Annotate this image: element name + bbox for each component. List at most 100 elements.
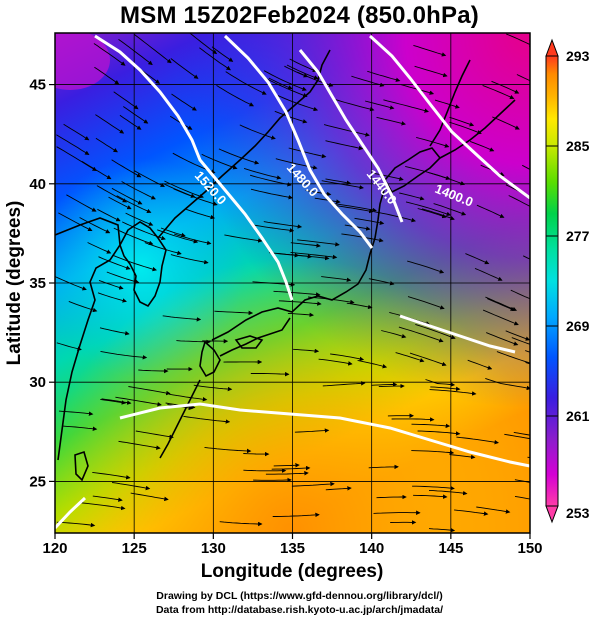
streamline	[297, 239, 340, 247]
contour-1480	[223, 34, 374, 249]
streamline	[95, 137, 118, 153]
streamline	[430, 386, 461, 392]
x-axis-ticks: 120 125 130 135 140 145 150	[42, 533, 543, 557]
streamline	[487, 298, 516, 311]
streamline	[323, 124, 370, 137]
streamline	[449, 116, 475, 127]
streamline	[414, 65, 448, 78]
temperature-field	[55, 33, 530, 533]
coast-korea	[119, 221, 167, 308]
streamline	[434, 99, 460, 109]
streamline	[201, 153, 238, 170]
height-contours	[55, 34, 530, 530]
streamline	[224, 234, 263, 243]
streamline	[277, 95, 319, 112]
streamline	[395, 352, 425, 363]
x-tick-label: 120	[42, 540, 67, 557]
streamline	[193, 384, 233, 392]
streamline	[160, 227, 186, 238]
streamline	[325, 178, 352, 185]
colorbar-tick-label: 277	[566, 228, 590, 244]
streamline	[413, 44, 447, 57]
contour-1520	[94, 34, 294, 301]
streamline	[251, 224, 295, 233]
chart-title: MSM 15Z02Feb2024 (850.0hPa)	[120, 2, 479, 29]
streamline	[407, 296, 445, 310]
streamline	[95, 114, 125, 134]
streamline	[273, 290, 321, 297]
x-tick-label: 140	[359, 540, 384, 557]
y-axis-label: Latitude (degrees)	[4, 201, 25, 366]
credit-data: Data from http://database.rish.kyoto-u.a…	[155, 604, 444, 616]
streamline	[321, 180, 364, 190]
coast-honshu	[211, 189, 385, 341]
streamline	[170, 254, 209, 265]
coast-ryukyu	[159, 379, 201, 459]
streamline	[183, 415, 231, 424]
streamline	[399, 192, 425, 201]
streamline	[286, 64, 319, 80]
streamline	[116, 195, 152, 213]
x-tick-label: 145	[438, 540, 463, 557]
streamline	[78, 502, 126, 511]
streamline	[482, 309, 519, 326]
wind-streamlines	[55, 33, 530, 533]
contour-1440	[298, 49, 404, 223]
streamline	[243, 451, 270, 457]
streamline	[364, 100, 395, 110]
streamline	[491, 80, 520, 94]
streamline	[354, 217, 385, 226]
streamline	[87, 242, 112, 254]
streamline	[92, 471, 131, 480]
streamline	[218, 148, 260, 165]
streamline	[293, 348, 320, 354]
coast-taiwan	[74, 450, 89, 482]
streamline	[449, 121, 482, 135]
streamline	[56, 146, 97, 171]
colorbar-body	[545, 55, 559, 507]
streamline	[100, 350, 148, 360]
streamline	[482, 84, 515, 100]
colorbar-tick-label: 253	[566, 505, 590, 521]
contour-1400	[368, 34, 530, 200]
coast-china	[55, 217, 121, 461]
streamline	[381, 330, 407, 339]
contour-south-1	[399, 314, 516, 354]
streamline	[407, 260, 445, 274]
streamline	[321, 276, 352, 283]
streamline	[371, 382, 398, 387]
coast-russia	[157, 49, 331, 239]
streamline	[186, 208, 216, 220]
streamline	[263, 221, 303, 229]
colorbar-tick-label: 261	[566, 408, 590, 424]
streamline	[376, 116, 406, 126]
streamline	[505, 330, 530, 341]
streamline	[474, 267, 503, 281]
streamline	[330, 353, 365, 362]
streamline	[476, 506, 511, 514]
streamline	[219, 521, 263, 527]
streamline	[168, 393, 208, 402]
streamline	[374, 211, 416, 223]
streamline	[250, 188, 293, 200]
streamline	[378, 383, 405, 389]
streamline	[63, 123, 90, 141]
streamline	[508, 195, 530, 207]
streamline	[121, 181, 156, 200]
colorbar-ticks: 253 261 269 277 285 293	[546, 48, 590, 521]
streamline	[79, 217, 111, 234]
streamline	[97, 292, 127, 303]
streamline	[383, 99, 429, 113]
streamline	[204, 446, 252, 454]
streamline	[62, 425, 98, 432]
streamline	[284, 65, 309, 78]
contour-south-3	[55, 496, 87, 530]
streamline	[271, 465, 311, 471]
y-tick-label: 30	[29, 374, 46, 391]
x-tick-label: 130	[201, 540, 226, 557]
credits: Drawing by DCL (https://www.gfd-dennou.o…	[0, 589, 599, 617]
streamline	[454, 509, 489, 516]
streamline	[119, 114, 142, 130]
streamline	[428, 172, 466, 186]
streamline	[171, 93, 197, 111]
